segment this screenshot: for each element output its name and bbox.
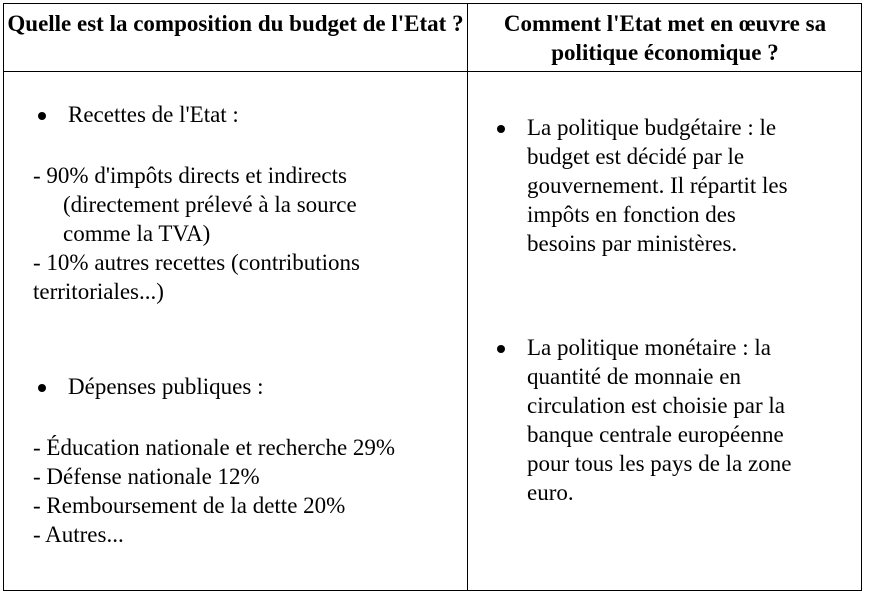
budget-line: besoins par ministères. [527, 231, 738, 256]
recettes-line: territoriales...) [33, 279, 164, 304]
monetaire-line: circulation est choisie par la [527, 393, 786, 418]
recettes-line: - 10% autres recettes (contributions [33, 250, 360, 275]
budget-line: gouvernement. Il répartit les [527, 173, 788, 198]
monetaire-line: euro. [527, 480, 574, 505]
depenses-line: - Remboursement de la dette 20% [33, 493, 346, 518]
budget-line: budget est décidé par le [527, 144, 745, 169]
monetaire-bullet: La politique monétaire : la quantité de … [497, 333, 852, 507]
bullet-icon [497, 125, 505, 133]
monetaire-line: quantité de monnaie en [527, 364, 741, 389]
depenses-line: - Défense nationale 12% [33, 464, 260, 489]
depenses-bullet: Dépenses publiques : [38, 372, 458, 401]
monetaire-line: La politique monétaire : la [527, 335, 771, 360]
right-cell-content: La politique budgétaire : le budget est … [497, 113, 852, 507]
monetaire-line: banque centrale européenne [527, 422, 784, 447]
depenses-line: - Autres... [33, 522, 124, 547]
column-divider [467, 4, 468, 590]
budget-bullet: La politique budgétaire : le budget est … [497, 113, 852, 258]
recettes-line: comme la TVA) [63, 221, 211, 246]
comparison-table: Quelle est la composition du budget de l… [3, 3, 862, 591]
budget-line: La politique budgétaire : le [527, 115, 777, 140]
recettes-line: (directement prélevé à la source [63, 192, 357, 217]
monetaire-line: pour tous les pays de la zone [527, 451, 792, 476]
recettes-heading: Recettes de l'Etat : [68, 102, 239, 127]
depenses-line: - Éducation nationale et recherche 29% [33, 435, 396, 460]
depenses-heading: Dépenses publiques : [68, 374, 264, 399]
recettes-bullet: Recettes de l'Etat : [38, 100, 458, 129]
right-column-title: Comment l'Etat met en œuvre sa politique… [503, 11, 827, 65]
left-column-title: Quelle est la composition du budget de l… [7, 11, 464, 36]
recettes-line: - 90% d'impôts directs et indirects [33, 163, 347, 188]
bullet-icon [497, 345, 505, 353]
bullet-icon [38, 384, 46, 392]
bullet-icon [38, 112, 46, 120]
left-cell-content: Recettes de l'Etat : - 90% d'impôts dire… [33, 100, 458, 549]
header-divider [4, 71, 861, 72]
budget-line: impôts en fonction des [527, 202, 736, 227]
